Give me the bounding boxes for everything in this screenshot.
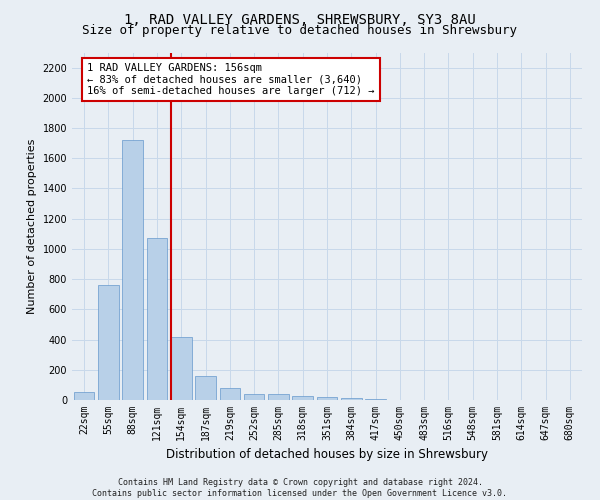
Text: 1, RAD VALLEY GARDENS, SHREWSBURY, SY3 8AU: 1, RAD VALLEY GARDENS, SHREWSBURY, SY3 8… [124,12,476,26]
Bar [268,394,289,400]
Bar [171,336,191,400]
Bar [220,388,240,400]
Bar [122,140,143,400]
Bar [244,394,265,400]
Bar [292,396,313,400]
Bar [317,398,337,400]
Y-axis label: Number of detached properties: Number of detached properties [27,138,37,314]
Bar [146,238,167,400]
Text: Size of property relative to detached houses in Shrewsbury: Size of property relative to detached ho… [83,24,517,37]
Text: 1 RAD VALLEY GARDENS: 156sqm
← 83% of detached houses are smaller (3,640)
16% of: 1 RAD VALLEY GARDENS: 156sqm ← 83% of de… [88,63,375,96]
Text: Contains HM Land Registry data © Crown copyright and database right 2024.
Contai: Contains HM Land Registry data © Crown c… [92,478,508,498]
Bar [74,392,94,400]
Bar [195,376,216,400]
Bar [365,399,386,400]
Bar [98,285,119,400]
Bar [341,398,362,400]
X-axis label: Distribution of detached houses by size in Shrewsbury: Distribution of detached houses by size … [166,448,488,462]
